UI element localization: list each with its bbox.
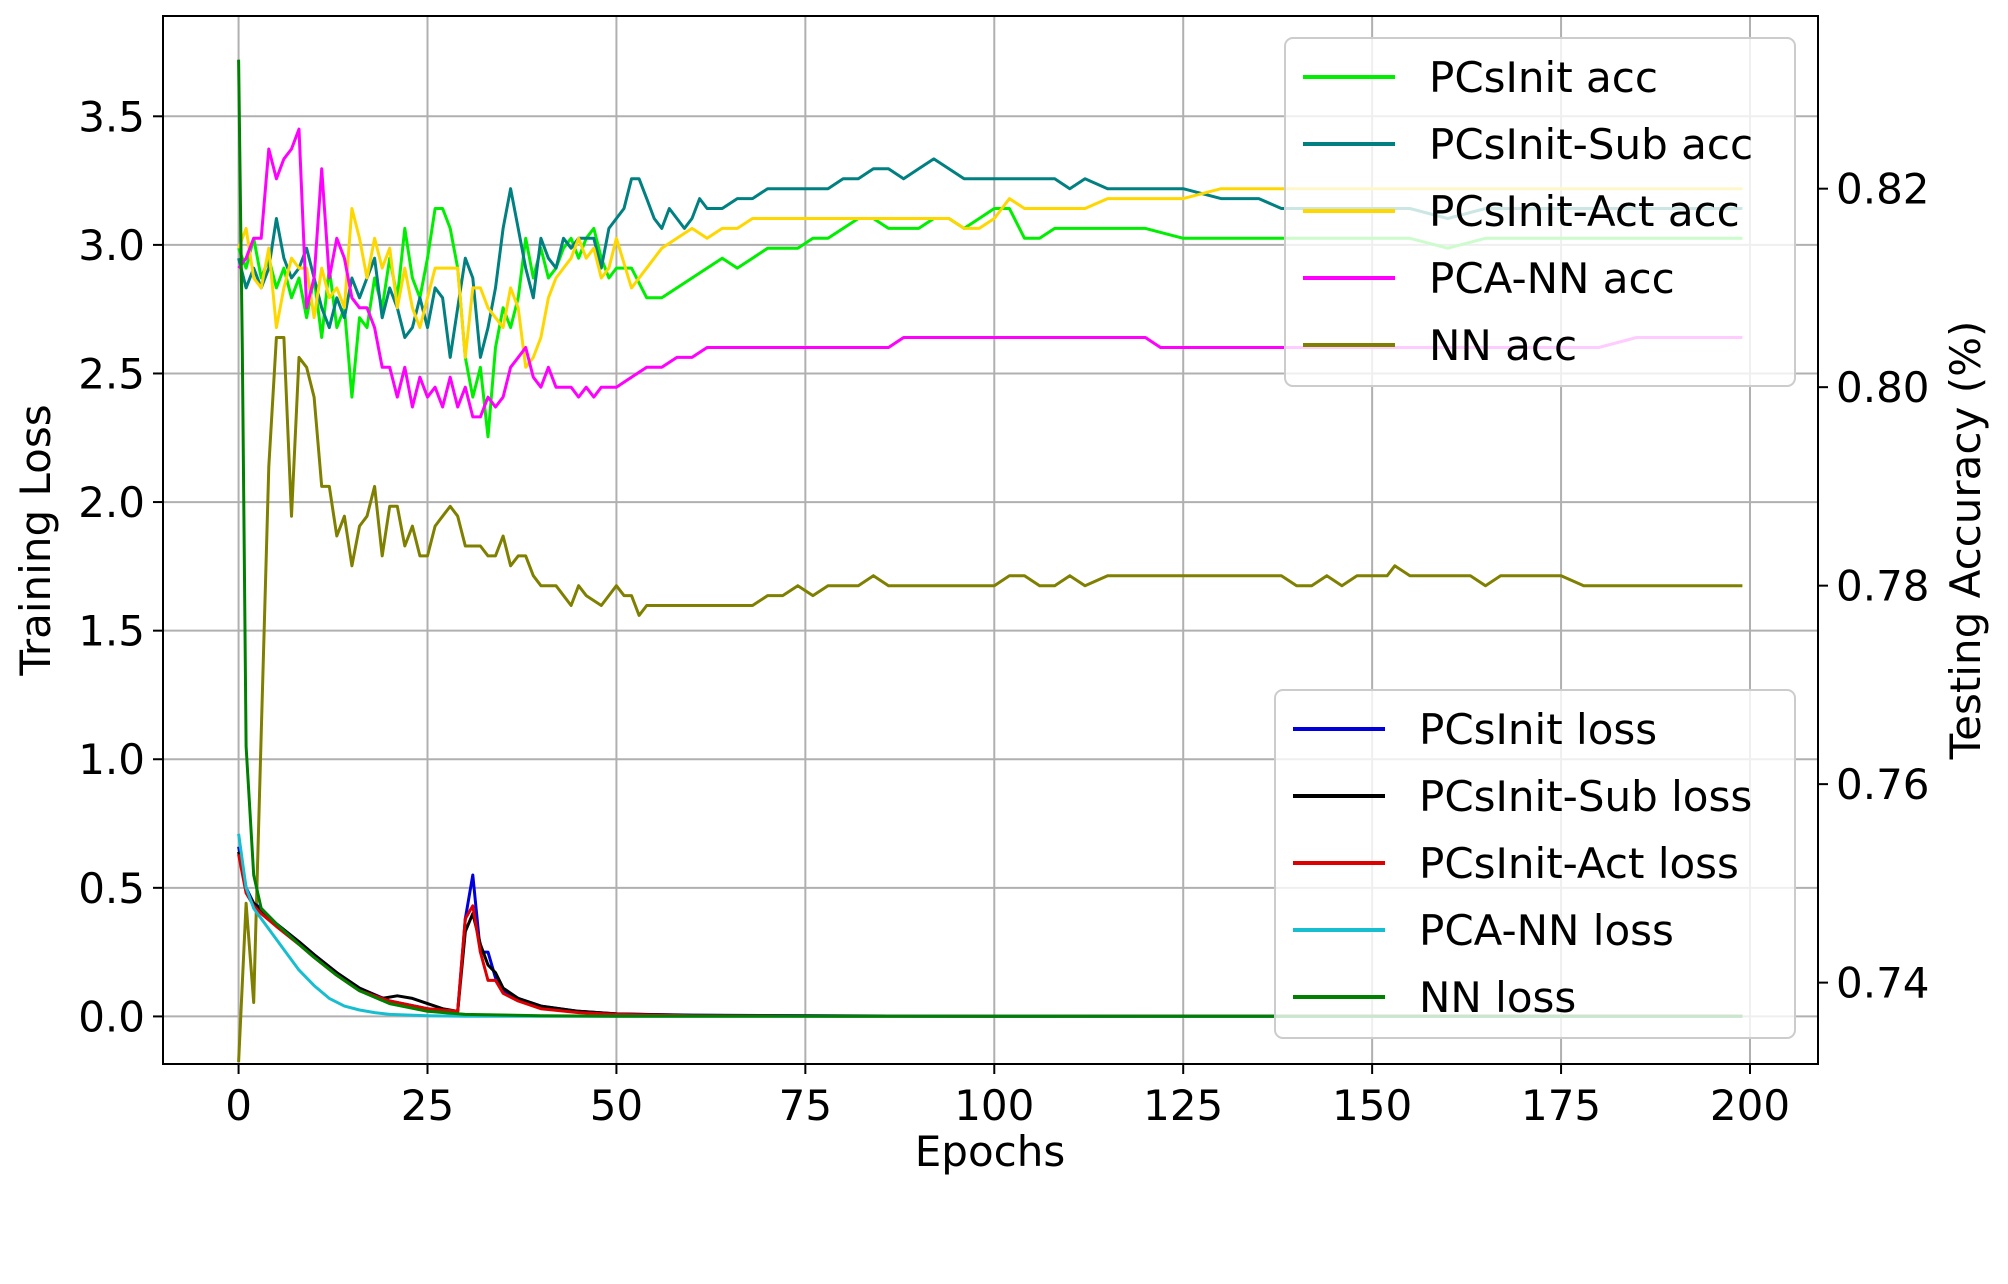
right-y-axis-ticks: 0.74 0.76 0.78 0.80 0.82	[1818, 165, 1930, 1008]
series-line-pca-nn-acc	[237, 127, 1743, 419]
left-y-tick-label: 2.0	[78, 478, 145, 527]
x-tick-label: 200	[1710, 1081, 1790, 1130]
x-axis-ticks: 0 25 50 75 100 125 150 175 200	[225, 1064, 1790, 1130]
legend-label-pcsinit-acc: PCsInit acc	[1429, 53, 1658, 102]
right-y-tick-label: 0.74	[1836, 959, 1930, 1008]
x-tick-label: 125	[1143, 1081, 1223, 1130]
legend-label-pca-nn-acc: PCA-NN acc	[1429, 254, 1675, 303]
x-tick-label: 175	[1521, 1081, 1601, 1130]
plot-frame	[162, 15, 1819, 1065]
legend-label-pcsinit-loss: PCsInit loss	[1419, 705, 1657, 754]
series-line-nn-acc	[237, 336, 1743, 1063]
legend-label-nn-loss: NN loss	[1419, 973, 1576, 1022]
left-y-tick-label: 1.0	[78, 735, 145, 784]
loss-legend: PCsInit loss PCsInit-Sub loss PCsInit-Act …	[1274, 689, 1796, 1039]
legend-label-pca-nn-loss: PCA-NN loss	[1419, 906, 1674, 955]
legend-label-pcsinit-act-acc: PCsInit-Act acc	[1429, 187, 1740, 236]
right-y-axis-label: Testing Accuracy (%)	[1941, 321, 1990, 761]
series-line-nn-loss	[237, 59, 1743, 1018]
left-y-tick-label: 1.5	[78, 607, 145, 656]
left-y-tick-label: 3.0	[78, 221, 145, 270]
left-y-axis-ticks: 0.0 0.5 1.0 1.5 2.0 2.5 3.0 3.5	[78, 92, 163, 1041]
right-y-tick-label: 0.82	[1836, 165, 1930, 214]
right-y-tick-label: 0.78	[1836, 562, 1930, 611]
accuracy-series-lines	[237, 127, 1743, 1063]
legend-label-nn-acc: NN acc	[1429, 321, 1577, 370]
legend-label-pcsinit-act-loss: PCsInit-Act loss	[1419, 839, 1739, 888]
x-tick-label: 0	[225, 1081, 252, 1130]
left-y-axis-label: Training Loss	[11, 404, 60, 676]
accuracy-legend-box	[1284, 37, 1796, 387]
x-tick-label: 50	[590, 1081, 643, 1130]
x-axis-label: Epochs	[915, 1127, 1066, 1176]
x-tick-label: 100	[954, 1081, 1034, 1130]
loss-series-lines	[237, 59, 1743, 1018]
left-y-tick-label: 3.5	[78, 92, 145, 141]
series-line-pcsinit-sub-acc	[237, 157, 1743, 359]
accuracy-legend: PCsInit acc PCsInit-Sub acc PCsInit-Act ac…	[1284, 37, 1796, 387]
left-y-tick-label: 2.5	[78, 349, 145, 398]
x-tick-label: 150	[1332, 1081, 1412, 1130]
loss-legend-items: PCsInit loss PCsInit-Sub loss PCsInit-Act …	[1293, 705, 1752, 1022]
legend-label-pcsinit-sub-loss: PCsInit-Sub loss	[1419, 772, 1752, 821]
loss-legend-box	[1274, 689, 1796, 1039]
right-y-tick-label: 0.76	[1836, 760, 1930, 809]
series-line-pcsinit-act-acc	[237, 187, 1743, 369]
left-y-tick-label: 0.5	[78, 864, 145, 913]
right-y-tick-label: 0.80	[1836, 363, 1930, 412]
left-y-tick-label: 0.0	[78, 992, 145, 1041]
legend-label-pcsinit-sub-acc: PCsInit-Sub acc	[1429, 120, 1753, 169]
x-tick-label: 75	[779, 1081, 832, 1130]
series-line-pcsinit-acc	[237, 207, 1743, 439]
x-tick-label: 25	[401, 1081, 454, 1130]
accuracy-legend-items: PCsInit acc PCsInit-Sub acc PCsInit-Act ac…	[1303, 53, 1753, 370]
